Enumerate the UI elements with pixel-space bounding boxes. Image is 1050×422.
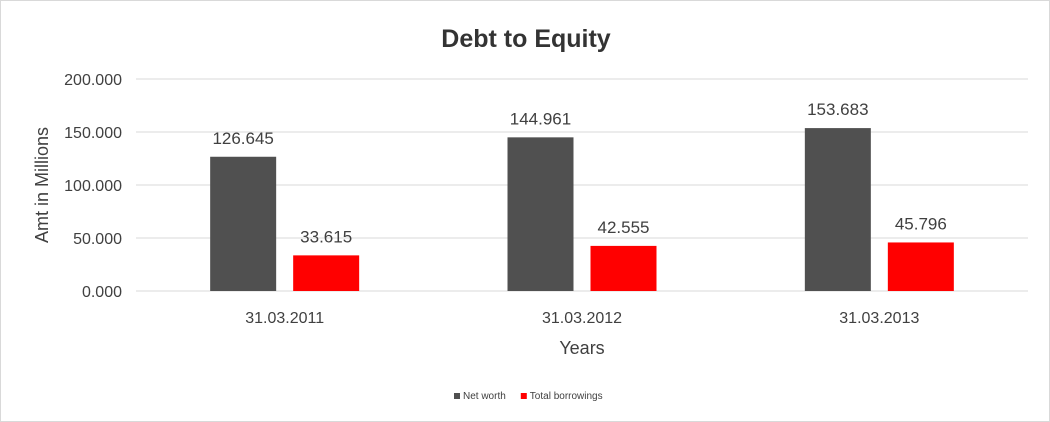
legend-swatch [454, 393, 460, 399]
y-tick-label: 0.000 [82, 284, 122, 301]
chart-title: Debt to Equity [441, 25, 611, 53]
legend: Net worth Total borrowings [454, 391, 603, 402]
bar-net-worth [507, 137, 574, 291]
legend-label: Net worth [463, 391, 506, 402]
bar-total-borrowings [293, 255, 360, 291]
data-label: 45.796 [895, 214, 947, 233]
bar-net-worth [210, 156, 277, 291]
data-label: 42.555 [598, 218, 650, 237]
data-labels: 126.645 33.615 144.961 42.555 153.683 45.796 [212, 100, 946, 246]
y-tick-label: 100.000 [64, 178, 122, 195]
y-tick-label: 50.000 [73, 231, 122, 248]
bar-total-borrowings [887, 242, 954, 291]
bars [210, 128, 954, 291]
data-label: 126.645 [212, 129, 273, 148]
data-label: 33.615 [300, 227, 352, 246]
x-axis-title: Years [559, 338, 604, 358]
gridlines [136, 78, 1028, 292]
y-tick-label: 200.000 [64, 72, 122, 89]
y-axis-title: Amt in Millions [32, 127, 52, 243]
data-label: 144.961 [510, 109, 571, 128]
x-tick-label: 31.03.2013 [839, 310, 919, 327]
x-tick-label: 31.03.2012 [542, 310, 622, 327]
legend-swatch [520, 393, 527, 399]
y-tick-label: 150.000 [64, 125, 122, 142]
x-tick-label: 31.03.2011 [245, 310, 324, 327]
bar-total-borrowings [590, 245, 657, 291]
legend-label: Total borrowings [530, 391, 603, 402]
data-label: 153.683 [807, 100, 868, 119]
x-tick-labels: 31.03.2011 31.03.2012 31.03.2013 [245, 310, 919, 327]
y-tick-labels: 0.000 50.000 100.000 150.000 200.000 [64, 72, 122, 301]
bar-net-worth [804, 128, 871, 291]
